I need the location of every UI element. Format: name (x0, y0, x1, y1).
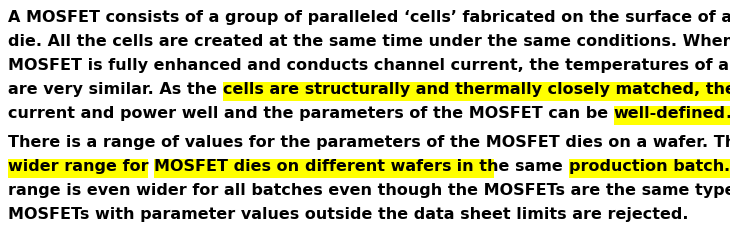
Bar (569, 159, 730, 179)
Text: current and power well and the parameters of the MOSFET can be: current and power well and the parameter… (8, 106, 614, 121)
Bar (305, 159, 494, 179)
Text: A MOSFET consists of a group of paralleled ‘cells’ fabricated on the surface of : A MOSFET consists of a group of parallel… (8, 10, 730, 25)
Text: cells are structurally and thermally closely matched: cells are structurally and thermally clo… (223, 82, 694, 97)
Text: . The: . The (724, 159, 730, 174)
Text: There is a range of values for the parameters of the MOSFET dies on a wafer. The: There is a range of values for the param… (8, 135, 730, 150)
Text: production batch: production batch (569, 159, 724, 174)
Bar (8, 159, 148, 179)
Text: for: for (117, 159, 154, 174)
Text: on: on (271, 159, 305, 174)
Text: wider range: wider range (8, 159, 117, 174)
Bar (154, 159, 305, 179)
Text: different wafers: different wafers (305, 159, 451, 174)
Text: are very similar. As the: are very similar. As the (8, 82, 223, 97)
Text: in the same: in the same (451, 159, 569, 174)
Bar (614, 106, 730, 126)
Text: well-defined: well-defined (614, 106, 726, 121)
Text: , they share: , they share (694, 82, 730, 97)
Text: MOSFET dies: MOSFET dies (154, 159, 271, 174)
Bar (223, 82, 730, 102)
Text: MOSFET is fully enhanced and conducts channel current, the temperatures of all t: MOSFET is fully enhanced and conducts ch… (8, 58, 730, 73)
Text: MOSFETs with parameter values outside the data sheet limits are rejected.: MOSFETs with parameter values outside th… (8, 207, 688, 222)
Text: die. All the cells are created at the same time under the same conditions. When : die. All the cells are created at the sa… (8, 34, 730, 49)
Text: .: . (726, 106, 730, 121)
Text: range is even wider for all batches even though the MOSFETs are the same type.: range is even wider for all batches even… (8, 183, 730, 198)
